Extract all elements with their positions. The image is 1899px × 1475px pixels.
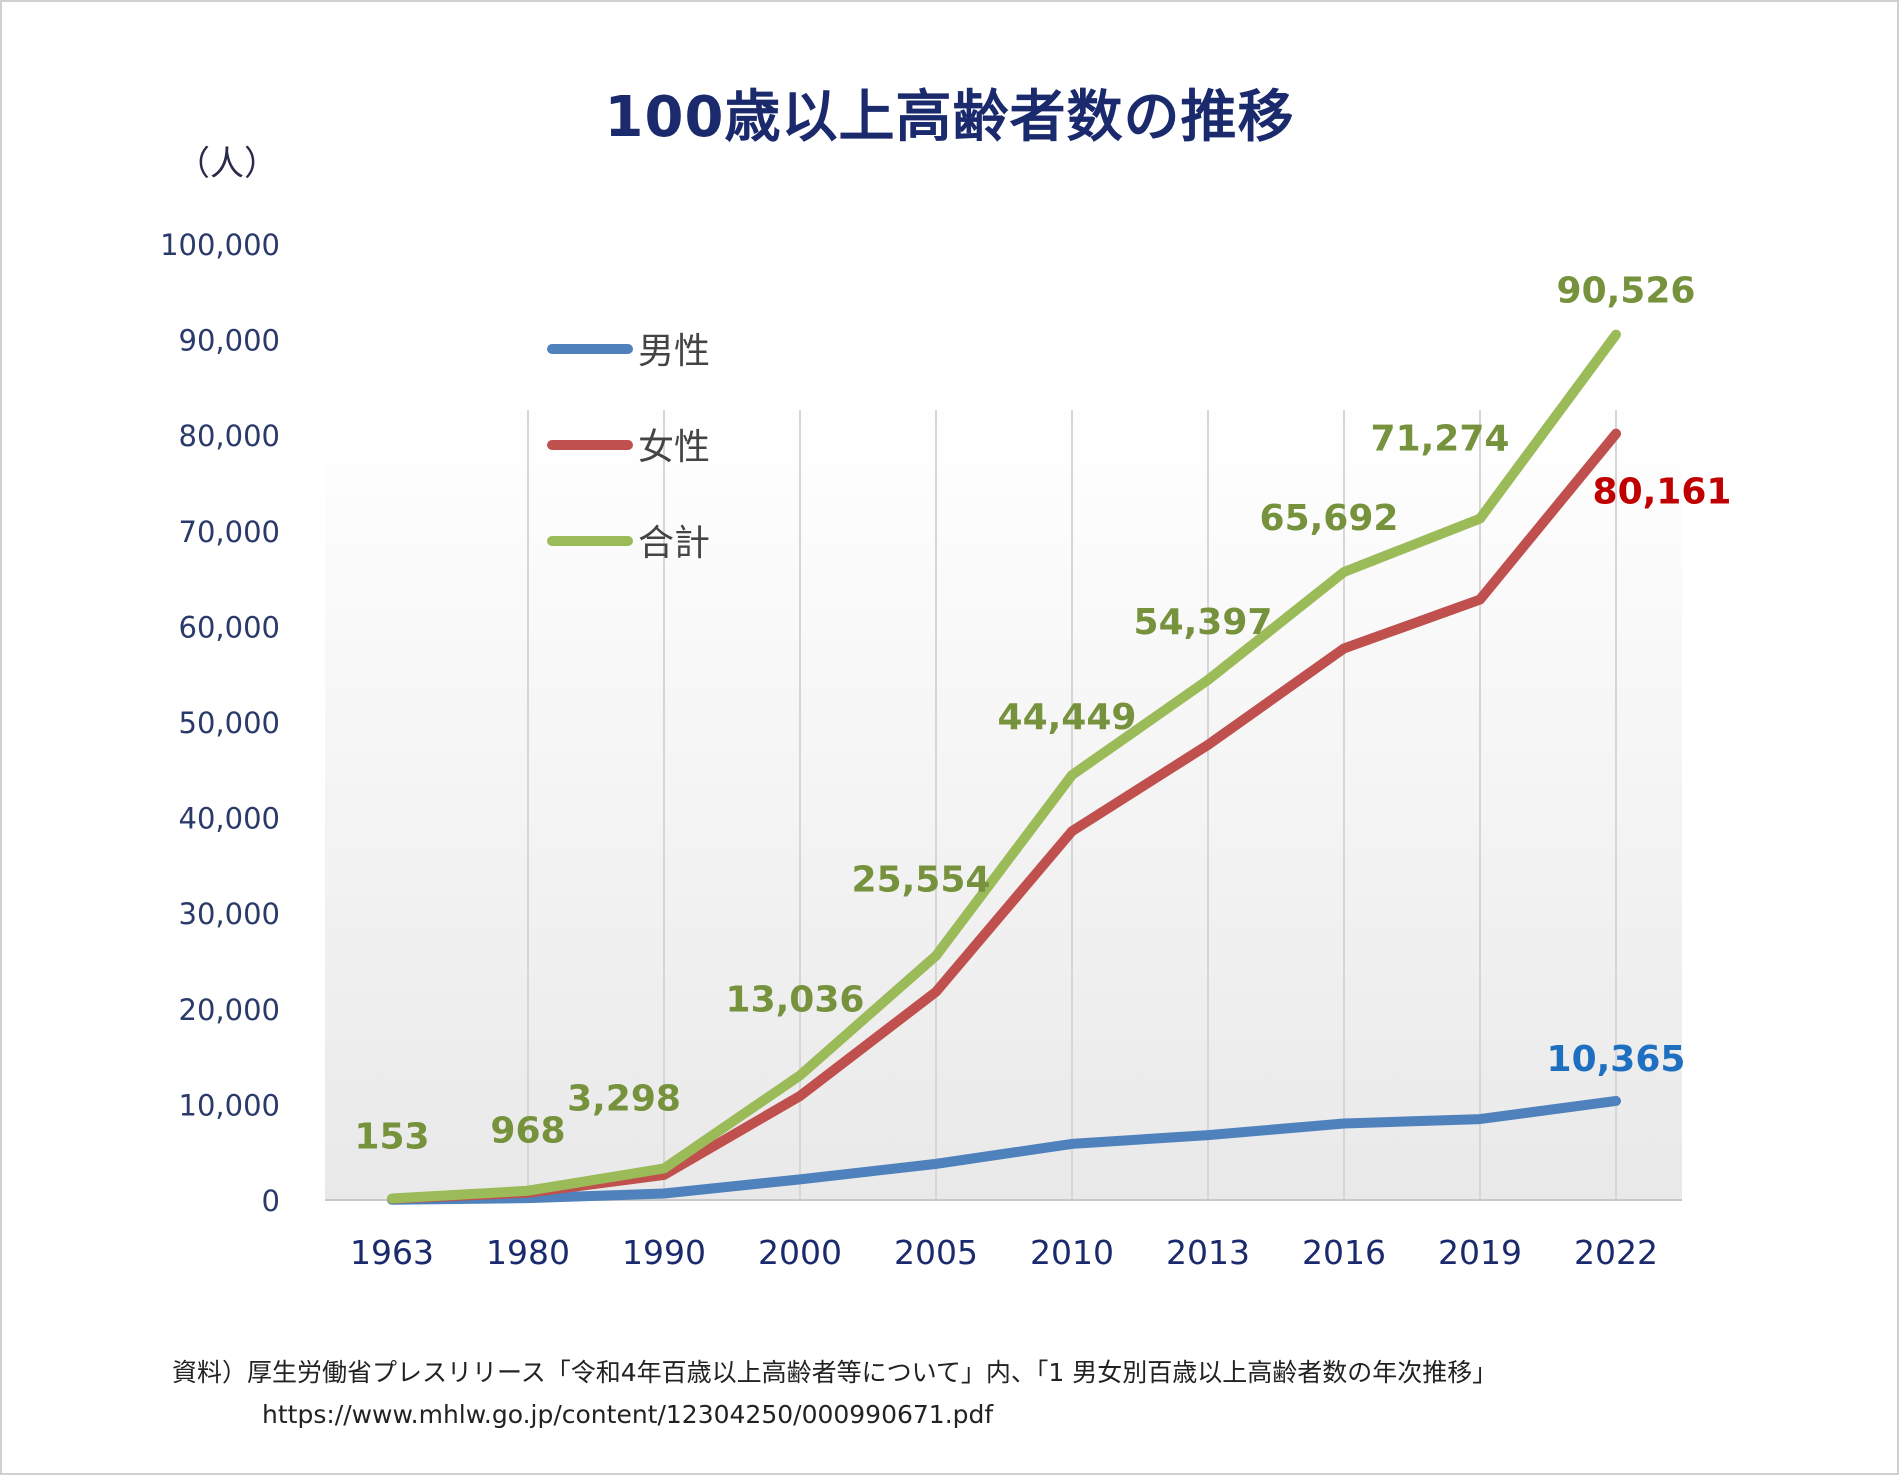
data-label: 80,161 bbox=[1593, 472, 1732, 513]
data-label: 10,365 bbox=[1547, 1039, 1686, 1080]
x-tick-label: 2005 bbox=[894, 1233, 978, 1272]
gridlines bbox=[527, 410, 1617, 1200]
data-label: 153 bbox=[354, 1117, 429, 1158]
y-tick-label: 40,000 bbox=[179, 802, 280, 836]
y-tick-label: 100,000 bbox=[160, 228, 280, 262]
x-tick-label: 2019 bbox=[1438, 1233, 1522, 1272]
chart-title: 100歳以上高齢者数の推移 bbox=[604, 85, 1295, 150]
y-tick-label: 0 bbox=[262, 1184, 280, 1218]
series-line-合計 bbox=[387, 329, 1621, 1204]
source-url[interactable]: https://www.mhlw.go.jp/content/12304250/… bbox=[262, 1400, 994, 1429]
legend-label: 女性 bbox=[638, 427, 710, 468]
y-tick-label: 20,000 bbox=[179, 993, 280, 1027]
y-axis-unit-label: （人） bbox=[176, 144, 278, 184]
y-tick-label: 30,000 bbox=[179, 897, 280, 931]
data-label: 968 bbox=[490, 1111, 565, 1152]
x-tick-label: 2000 bbox=[758, 1233, 842, 1272]
data-label: 54,397 bbox=[1134, 602, 1273, 643]
source-citation: 資料）厚生労働省プレスリリース「令和4年百歳以上高齢者等について」内、「1 男女… bbox=[172, 1358, 1498, 1387]
y-tick-label: 60,000 bbox=[179, 610, 280, 644]
y-tick-label: 10,000 bbox=[179, 1088, 280, 1122]
data-label: 71,274 bbox=[1371, 419, 1510, 460]
legend-label: 男性 bbox=[638, 331, 710, 372]
axes: 0 10,000 20,000 30,000 40,000 50,000 60,000 70,… bbox=[160, 228, 1682, 1272]
data-label: 25,554 bbox=[852, 860, 991, 901]
legend-label: 合計 bbox=[638, 523, 710, 564]
x-tick-label: 2010 bbox=[1030, 1233, 1114, 1272]
x-tick-label: 1963 bbox=[350, 1233, 434, 1272]
y-tick-label: 70,000 bbox=[179, 515, 280, 549]
data-label: 65,692 bbox=[1260, 498, 1399, 539]
data-label: 44,449 bbox=[998, 697, 1137, 738]
x-tick-label: 1990 bbox=[622, 1233, 706, 1272]
source-note: 資料）厚生労働省プレスリリース「令和4年百歳以上高齢者等について」内、「1 男女… bbox=[172, 1352, 1497, 1436]
y-tick-label: 80,000 bbox=[179, 419, 280, 453]
x-tick-label: 1980 bbox=[486, 1233, 570, 1272]
y-tick-label: 50,000 bbox=[179, 706, 280, 740]
data-label: 90,526 bbox=[1557, 271, 1696, 312]
x-tick-label: 2013 bbox=[1166, 1233, 1250, 1272]
x-tick-label: 2022 bbox=[1574, 1233, 1658, 1272]
data-label: 3,298 bbox=[567, 1078, 681, 1119]
y-tick-label: 90,000 bbox=[179, 324, 280, 358]
series-line-男性 bbox=[387, 1095, 1621, 1205]
series-lines bbox=[387, 329, 1621, 1205]
x-tick-label: 2016 bbox=[1302, 1233, 1386, 1272]
data-label: 13,036 bbox=[726, 979, 865, 1020]
